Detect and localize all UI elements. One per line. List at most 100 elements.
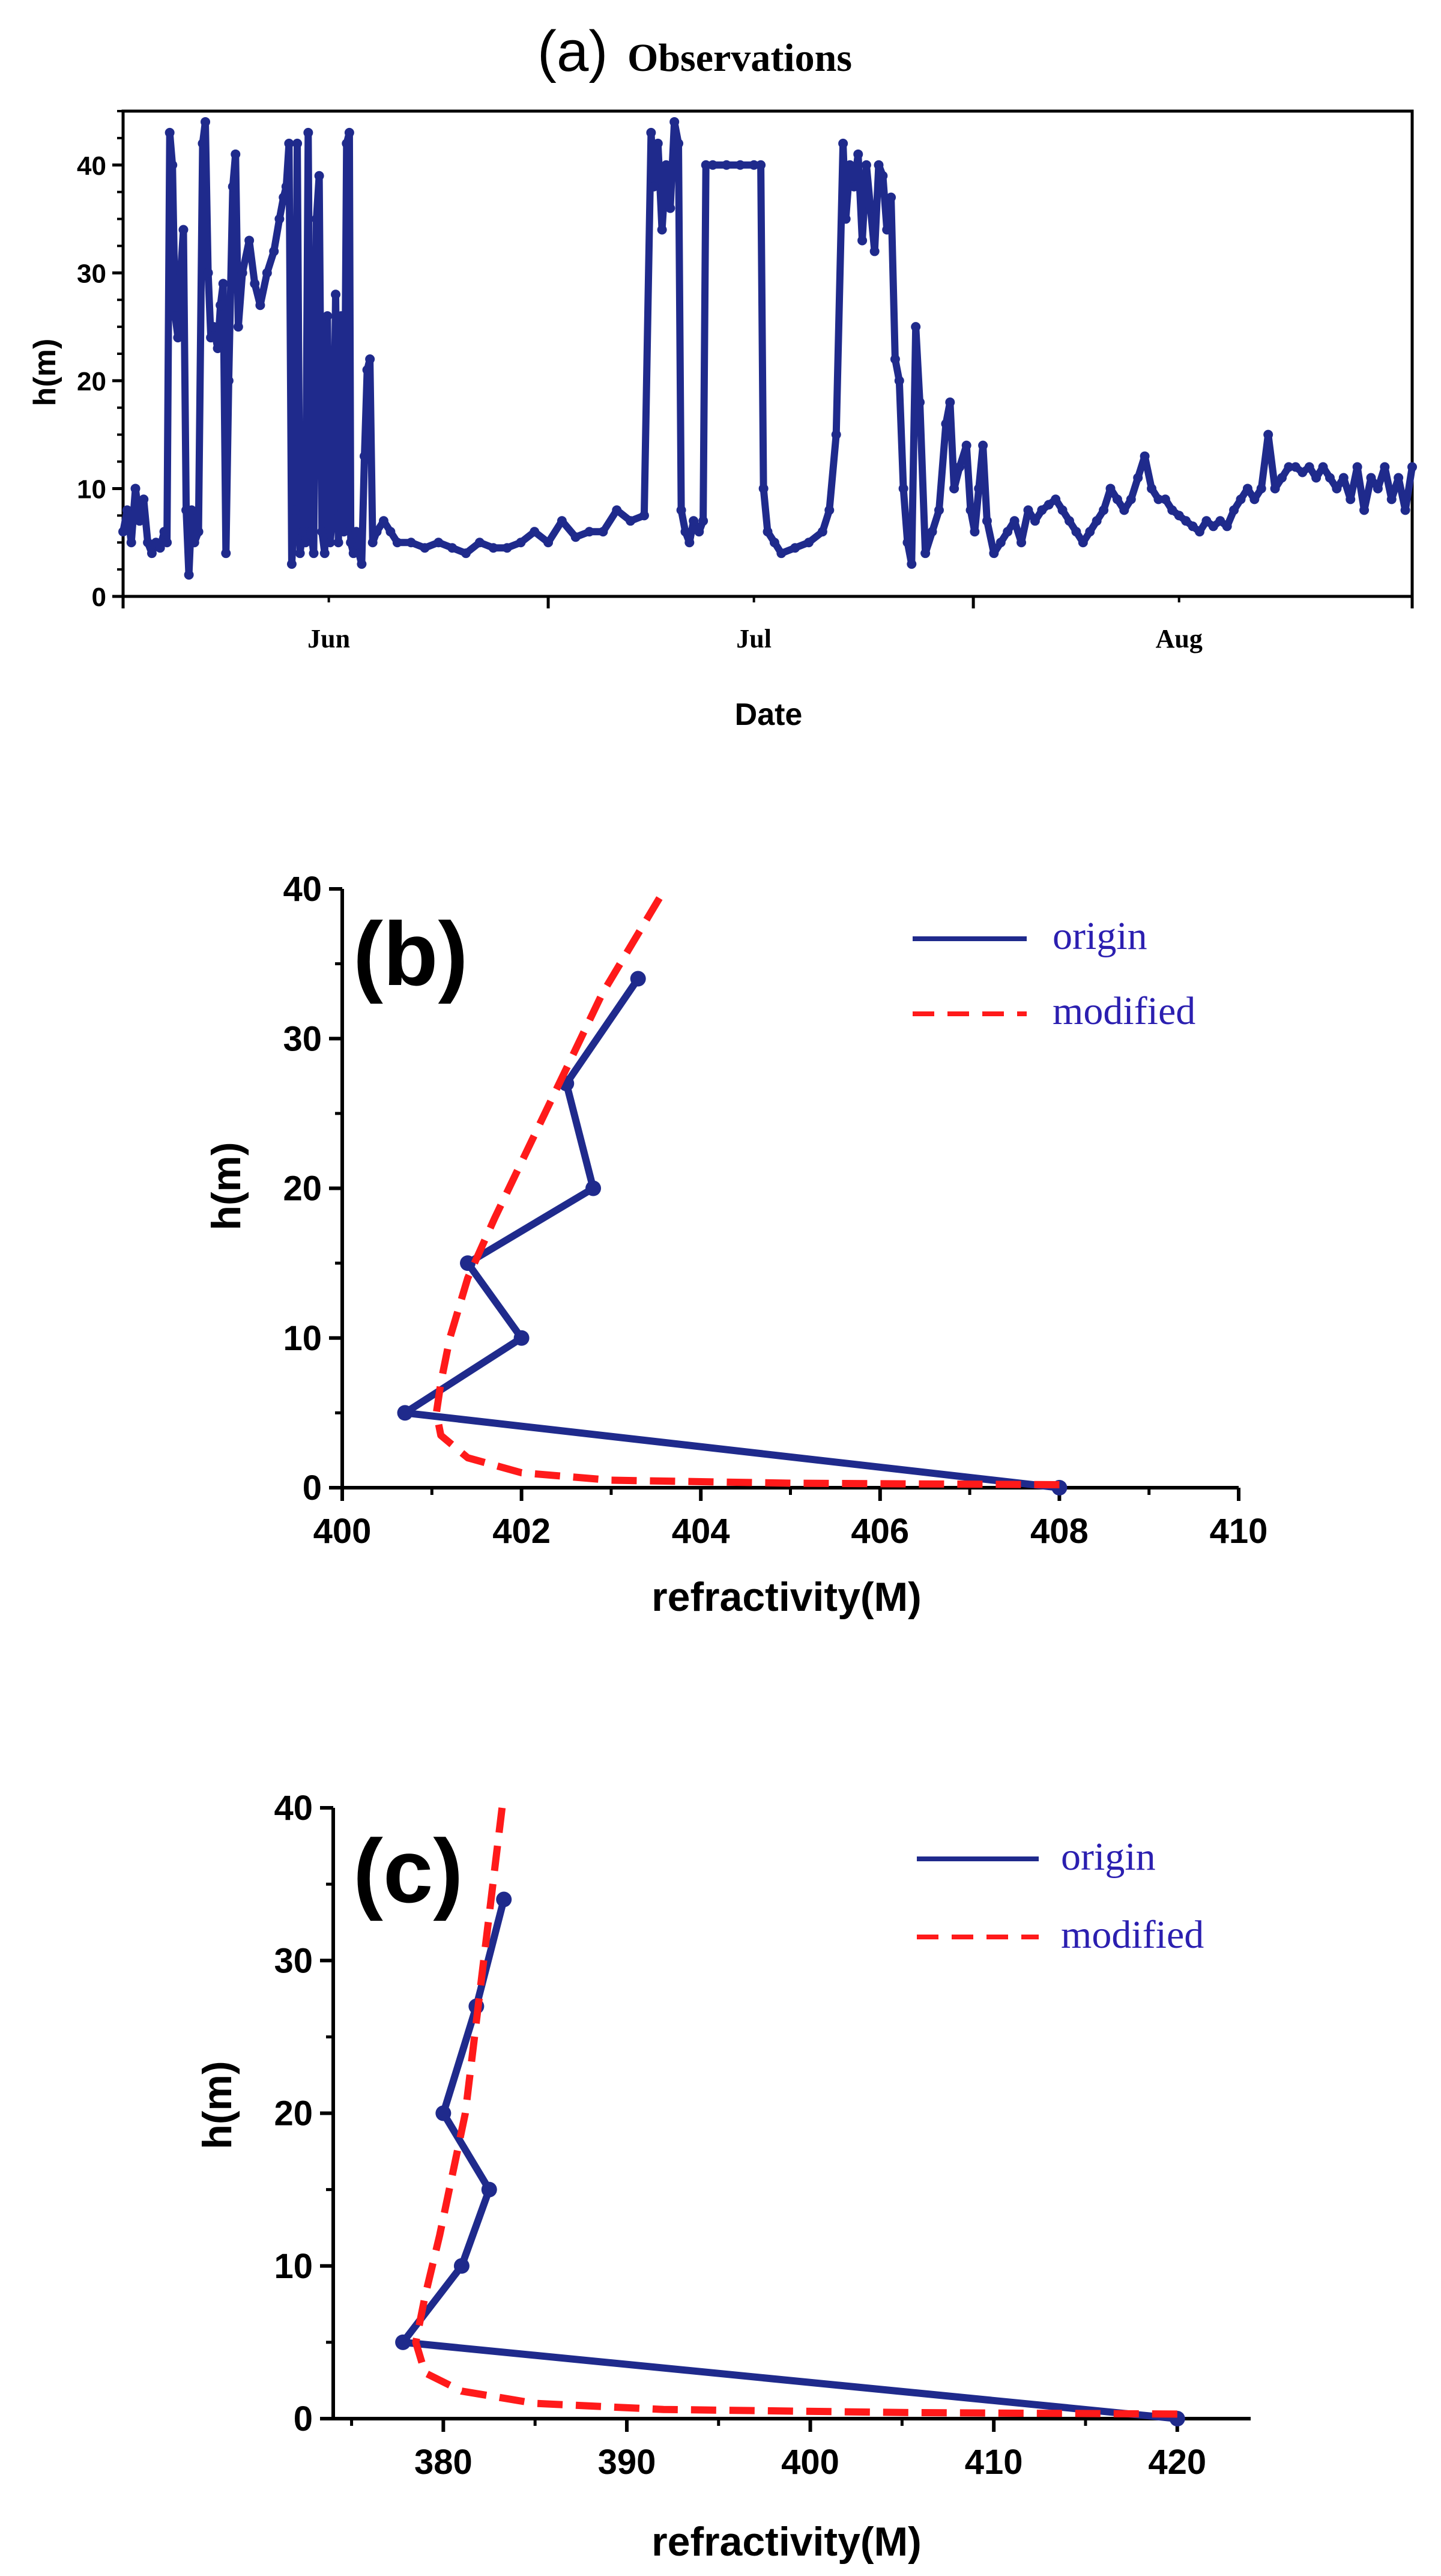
data-point: [1194, 527, 1204, 537]
data-point: [920, 548, 931, 559]
data-point: [130, 483, 140, 494]
data-point: [1352, 462, 1362, 472]
data-point: [1332, 483, 1342, 494]
data-point: [1290, 462, 1301, 472]
data-point: [1386, 494, 1397, 505]
legend-modified-label: modified: [1053, 989, 1195, 1033]
data-point-origin: [496, 1891, 512, 1908]
data-point: [292, 138, 303, 148]
data-point: [336, 311, 346, 321]
data-point: [676, 505, 686, 515]
data-point: [198, 138, 208, 148]
data-point: [1400, 505, 1410, 515]
data-point: [982, 516, 992, 526]
data-point: [1298, 467, 1308, 477]
data-point: [878, 171, 888, 181]
data-point: [208, 322, 219, 332]
data-point: [159, 527, 169, 537]
data-point: [175, 268, 186, 278]
x-tick-label: Aug: [1156, 624, 1203, 653]
data-point: [344, 127, 354, 138]
x-tick-label: 404: [672, 1512, 730, 1551]
data-point: [461, 548, 471, 559]
data-point: [1140, 451, 1150, 461]
data-point: [915, 397, 925, 407]
data-point: [233, 322, 243, 332]
data-point: [447, 543, 458, 553]
data-point: [1105, 483, 1116, 494]
data-point: [359, 451, 369, 461]
data-point: [173, 333, 183, 343]
data-point: [1277, 473, 1287, 483]
data-point: [894, 375, 904, 386]
y-tick-label: 20: [274, 2094, 313, 2133]
data-point: [420, 543, 430, 553]
data-point: [1270, 483, 1280, 494]
series-line-modified: [432, 886, 1060, 1488]
data-point: [184, 570, 194, 580]
panel-b-legend: origin modified: [913, 914, 1195, 1033]
data-point: [831, 429, 841, 440]
data-point: [328, 505, 338, 515]
data-point: [474, 538, 485, 548]
panel-a-label: (a): [537, 19, 608, 83]
data-point: [758, 483, 769, 494]
data-point: [945, 397, 955, 407]
data-point: [1126, 494, 1136, 505]
data-point: [1085, 527, 1095, 537]
data-point: [223, 375, 234, 386]
data-point: [295, 548, 305, 559]
data-point: [1153, 494, 1164, 505]
data-point: [303, 127, 313, 138]
data-point: [735, 160, 745, 170]
data-point: [502, 543, 512, 553]
data-point: [845, 160, 855, 170]
data-point: [584, 527, 594, 537]
data-point: [1023, 505, 1033, 515]
data-point: [362, 365, 372, 375]
y-tick-label: 30: [283, 1019, 322, 1058]
data-point: [886, 192, 896, 202]
data-point: [488, 543, 498, 553]
panel-a-plot: 0 10 20 30 40 Jun Jul Aug: [77, 109, 1417, 653]
data-point-origin: [513, 1330, 530, 1346]
data-point: [978, 440, 988, 450]
data-point: [934, 505, 944, 515]
data-point: [701, 160, 711, 170]
data-point: [314, 171, 324, 181]
data-point: [178, 225, 189, 235]
data-point: [857, 235, 868, 246]
y-tick-label: 20: [283, 1169, 322, 1208]
data-point: [1311, 473, 1322, 483]
data-point: [306, 527, 316, 537]
data-point: [155, 543, 165, 553]
y-tick-label: 40: [274, 1789, 313, 1828]
x-tick-label: 410: [1210, 1512, 1268, 1551]
data-point: [1263, 429, 1273, 440]
y-tick-label: 10: [283, 1319, 322, 1358]
data-point: [378, 516, 388, 526]
legend-origin-label: origin: [1061, 1835, 1156, 1879]
data-point: [392, 538, 402, 548]
data-point-origin: [397, 1405, 413, 1421]
data-point: [134, 516, 145, 526]
panel-c-ylabel: h(m): [195, 2061, 240, 2149]
data-point: [1030, 516, 1040, 526]
data-point: [168, 160, 178, 170]
data-point: [1064, 516, 1074, 526]
data-point: [1009, 516, 1020, 526]
data-point: [325, 538, 335, 548]
data-point: [689, 516, 699, 526]
data-point: [882, 225, 892, 235]
data-point: [193, 527, 204, 537]
panel-a: (a) Observations 0 10 20 30 40 Jun Jul Aug Date…: [28, 19, 1417, 732]
panel-a-ylabel: h(m): [28, 339, 62, 407]
data-point: [1338, 473, 1349, 483]
data-point: [300, 538, 310, 548]
data-point: [1366, 473, 1376, 483]
data-point: [286, 559, 297, 569]
data-point: [763, 527, 773, 537]
data-point: [346, 538, 356, 548]
data-point: [927, 527, 937, 537]
x-tick-label: Jul: [736, 624, 772, 653]
